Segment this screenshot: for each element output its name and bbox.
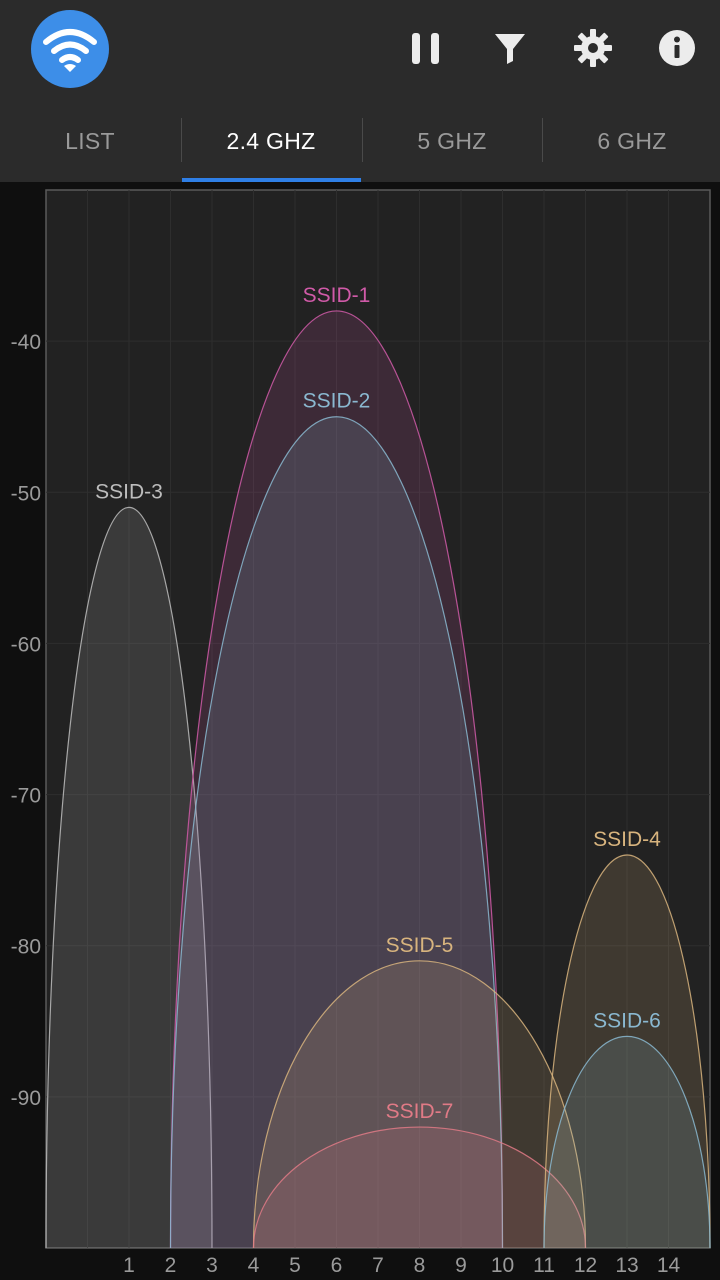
x-tick-label: 2 bbox=[165, 1254, 177, 1277]
x-tick-label: 9 bbox=[455, 1254, 467, 1277]
network-curves bbox=[45, 310, 711, 1249]
info-icon[interactable] bbox=[653, 24, 701, 72]
x-tick-label: 5 bbox=[289, 1254, 301, 1277]
tab-2-4-ghz[interactable]: 2.4 GHZ bbox=[226, 127, 316, 154]
pause-icon[interactable] bbox=[402, 24, 450, 72]
network-curve-ssid-7 bbox=[252, 1126, 587, 1249]
network-curve-ssid-4 bbox=[543, 854, 711, 1249]
app-bar bbox=[0, 0, 720, 100]
network-label-ssid-7: SSID-7 bbox=[386, 1100, 454, 1123]
network-curve-ssid-2 bbox=[169, 416, 504, 1249]
tab-divider bbox=[362, 118, 363, 162]
grid-lines bbox=[46, 190, 710, 1248]
y-tick-label: -40 bbox=[11, 331, 41, 354]
tab-6-ghz[interactable]: 6 GHZ bbox=[597, 127, 667, 154]
network-curve-ssid-5 bbox=[252, 960, 587, 1249]
network-label-ssid-6: SSID-6 bbox=[593, 1009, 661, 1032]
x-tick-label: 6 bbox=[331, 1254, 343, 1277]
x-tick-label: 8 bbox=[414, 1254, 426, 1277]
tab-list[interactable]: LIST bbox=[65, 127, 115, 154]
x-tick-label: 12 bbox=[574, 1254, 597, 1277]
y-tick-label: -60 bbox=[11, 633, 41, 656]
network-curve-ssid-6 bbox=[543, 1035, 711, 1249]
network-curve-ssid-3 bbox=[45, 506, 213, 1249]
y-axis-ticks: -40 -50 -60 -70 -80 -90 bbox=[11, 331, 41, 1110]
x-tick-label: 13 bbox=[615, 1254, 638, 1277]
tab-divider bbox=[181, 118, 182, 162]
network-label-ssid-2: SSID-2 bbox=[303, 390, 371, 413]
x-tick-label: 14 bbox=[657, 1254, 681, 1277]
filter-icon[interactable] bbox=[486, 24, 534, 72]
y-tick-label: -80 bbox=[11, 936, 41, 959]
network-label-ssid-4: SSID-4 bbox=[593, 828, 661, 851]
y-tick-label: -90 bbox=[11, 1087, 41, 1110]
x-tick-label: 10 bbox=[491, 1254, 514, 1277]
channel-graph-svg: SSID-3 SSID-1 SSID-2 SSID-5 SSID-7 SSID-4 SSID… bbox=[11, 189, 711, 1277]
network-label-ssid-1: SSID-1 bbox=[303, 284, 371, 307]
x-axis-ticks: 1 2 3 4 5 6 7 8 9 10 11 12 13 14 bbox=[123, 1254, 680, 1277]
gear-icon[interactable] bbox=[569, 24, 617, 72]
band-tabs: LIST 2.4 GHZ 5 GHZ 6 GHZ bbox=[0, 100, 720, 182]
channel-graph[interactable]: SSID-3 SSID-1 SSID-2 SSID-5 SSID-7 SSID-4 SSID… bbox=[0, 182, 720, 1280]
tab-5-ghz[interactable]: 5 GHZ bbox=[417, 127, 487, 154]
x-tick-label: 4 bbox=[248, 1254, 260, 1277]
x-tick-label: 1 bbox=[123, 1254, 135, 1277]
x-tick-label: 3 bbox=[206, 1254, 218, 1277]
x-tick-label: 7 bbox=[372, 1254, 384, 1277]
network-label-ssid-5: SSID-5 bbox=[386, 934, 454, 957]
x-tick-label: 11 bbox=[533, 1254, 555, 1277]
active-tab-indicator bbox=[182, 178, 361, 182]
y-tick-label: -50 bbox=[11, 482, 41, 505]
wifi-icon bbox=[31, 10, 109, 88]
network-curve-ssid-1 bbox=[169, 310, 504, 1249]
network-labels: SSID-3 SSID-1 SSID-2 SSID-5 SSID-7 SSID-4 SSID… bbox=[95, 284, 661, 1123]
network-label-ssid-3: SSID-3 bbox=[95, 480, 163, 503]
y-tick-label: -70 bbox=[11, 785, 41, 808]
tab-divider bbox=[542, 118, 543, 162]
